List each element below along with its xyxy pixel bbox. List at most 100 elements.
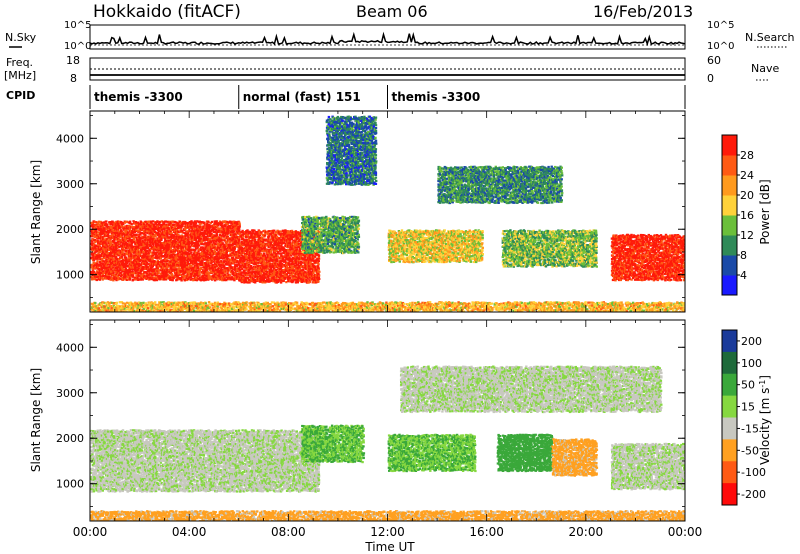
data-cell	[116, 264, 119, 267]
data-cell	[115, 224, 118, 227]
data-cell	[258, 248, 261, 251]
data-cell	[94, 221, 97, 224]
data-cell	[290, 263, 293, 266]
data-cell	[256, 231, 259, 234]
data-cell	[133, 254, 136, 257]
data-cell	[271, 254, 274, 257]
data-cell	[198, 276, 202, 279]
data-cell	[200, 221, 203, 224]
data-cell	[213, 279, 217, 282]
data-cell	[98, 255, 101, 259]
data-cell	[193, 232, 197, 235]
data-cell	[201, 255, 204, 258]
data-cell	[164, 252, 167, 255]
data-cell	[100, 221, 104, 224]
data-cell	[99, 246, 102, 249]
data-cell	[100, 264, 103, 267]
data-cell	[215, 243, 218, 246]
data-cell	[180, 245, 183, 248]
data-cell	[156, 243, 159, 246]
data-cell	[109, 245, 113, 248]
data-cell	[181, 266, 184, 269]
data-cell	[214, 227, 217, 230]
data-cell	[200, 238, 203, 241]
data-cell	[124, 231, 128, 235]
data-cell	[101, 278, 104, 281]
data-cell	[119, 264, 122, 267]
data-cell	[214, 231, 217, 234]
data-cell	[179, 243, 183, 247]
data-cell	[228, 224, 231, 228]
data-cell	[262, 249, 265, 252]
data-cell	[91, 249, 95, 252]
data-cell	[130, 243, 133, 246]
data-cell	[279, 267, 283, 270]
data-cell	[155, 233, 158, 236]
data-cell	[296, 281, 299, 284]
data-cell	[125, 256, 128, 259]
data-cell	[106, 273, 109, 276]
data-cell	[199, 264, 203, 267]
data-cell	[123, 239, 126, 242]
data-cell	[110, 254, 113, 257]
data-cell	[144, 255, 147, 258]
data-cell	[267, 259, 271, 262]
data-cell	[134, 261, 137, 264]
data-cell	[181, 224, 184, 227]
data-cell	[170, 268, 173, 271]
data-cell	[226, 249, 229, 252]
data-cell	[209, 251, 212, 254]
data-cell	[243, 239, 246, 242]
data-cell	[217, 246, 221, 249]
data-cell	[232, 256, 235, 259]
data-cell	[208, 223, 211, 227]
data-cell	[281, 265, 284, 268]
data-cell	[267, 234, 270, 237]
data-cell	[114, 269, 117, 272]
data-cell	[185, 277, 188, 280]
data-cell	[278, 274, 281, 277]
data-cell	[237, 227, 241, 230]
data-cell	[113, 235, 116, 238]
data-cell	[142, 242, 145, 245]
data-cell	[90, 246, 93, 249]
data-cell	[236, 276, 240, 279]
data-cell	[291, 244, 295, 247]
data-cell	[279, 264, 283, 267]
data-cell	[182, 220, 185, 224]
data-cell	[176, 263, 179, 266]
data-cell	[137, 265, 141, 268]
data-cell	[233, 225, 236, 228]
nsky-line	[89, 31, 686, 47]
data-cell	[143, 241, 146, 244]
data-cell	[290, 238, 294, 241]
data-cell	[264, 276, 267, 279]
data-cell	[148, 273, 151, 276]
data-cell	[285, 273, 288, 276]
data-cell	[245, 236, 248, 239]
data-cell	[91, 268, 94, 271]
data-cell	[206, 249, 209, 252]
data-cell	[114, 251, 117, 255]
data-cell	[249, 273, 252, 276]
data-cell	[170, 264, 173, 267]
data-cell	[259, 272, 263, 275]
data-cell	[132, 260, 136, 263]
data-cell	[253, 251, 256, 254]
data-cell	[279, 273, 283, 276]
data-cell	[205, 272, 208, 275]
data-cell	[138, 264, 141, 267]
data-cell	[251, 232, 254, 235]
data-cell	[294, 261, 298, 264]
data-cell	[215, 263, 218, 266]
data-cell	[261, 263, 265, 266]
data-cell	[158, 252, 161, 255]
data-cell	[142, 246, 146, 249]
data-cell	[130, 241, 134, 245]
data-cell	[199, 225, 202, 228]
data-cell	[128, 220, 132, 223]
data-cell	[174, 256, 177, 259]
data-cell	[134, 245, 138, 248]
data-cell	[210, 271, 214, 274]
data-cell	[160, 263, 163, 266]
